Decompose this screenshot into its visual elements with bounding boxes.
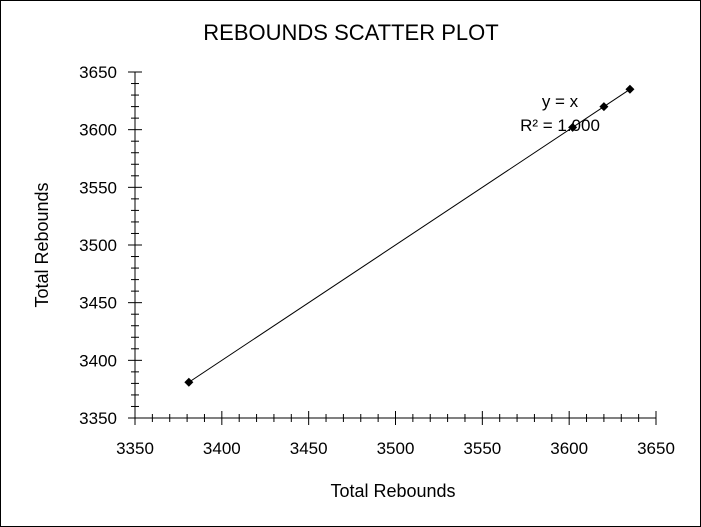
- x-tick-labels: 3350 3400 3450 3500 3550 3600 3650: [116, 439, 675, 458]
- data-points: [184, 84, 635, 387]
- chart-title: REBOUNDS SCATTER PLOT: [203, 20, 498, 45]
- trendline-equation: y = x: [542, 92, 579, 111]
- minor-ticks: [128, 71, 657, 425]
- x-tick-label: 3450: [290, 439, 328, 458]
- x-tick-label: 3600: [550, 439, 588, 458]
- y-tick-label: 3350: [79, 409, 117, 428]
- x-tick-label: 3550: [463, 439, 501, 458]
- data-point: [599, 102, 609, 112]
- y-tick-label: 3650: [79, 63, 117, 82]
- data-point: [184, 377, 194, 387]
- x-tick-label: 3350: [116, 439, 154, 458]
- data-point: [625, 84, 635, 94]
- y-axis-title: Total Rebounds: [32, 182, 52, 307]
- x-tick-label: 3650: [637, 439, 675, 458]
- data-point: [568, 122, 578, 132]
- x-axis-title: Total Rebounds: [330, 481, 455, 501]
- y-tick-label: 3500: [79, 236, 117, 255]
- x-tick-label: 3500: [377, 439, 415, 458]
- r-squared-label: R² = 1.000: [520, 116, 600, 135]
- y-tick-label: 3400: [79, 351, 117, 370]
- trendline: [188, 88, 631, 383]
- y-tick-label: 3600: [79, 121, 117, 140]
- y-tick-label: 3450: [79, 294, 117, 313]
- x-tick-label: 3400: [203, 439, 241, 458]
- y-tick-label: 3550: [79, 178, 117, 197]
- y-tick-labels: 3350 3400 3450 3500 3550 3600 3650: [79, 63, 117, 428]
